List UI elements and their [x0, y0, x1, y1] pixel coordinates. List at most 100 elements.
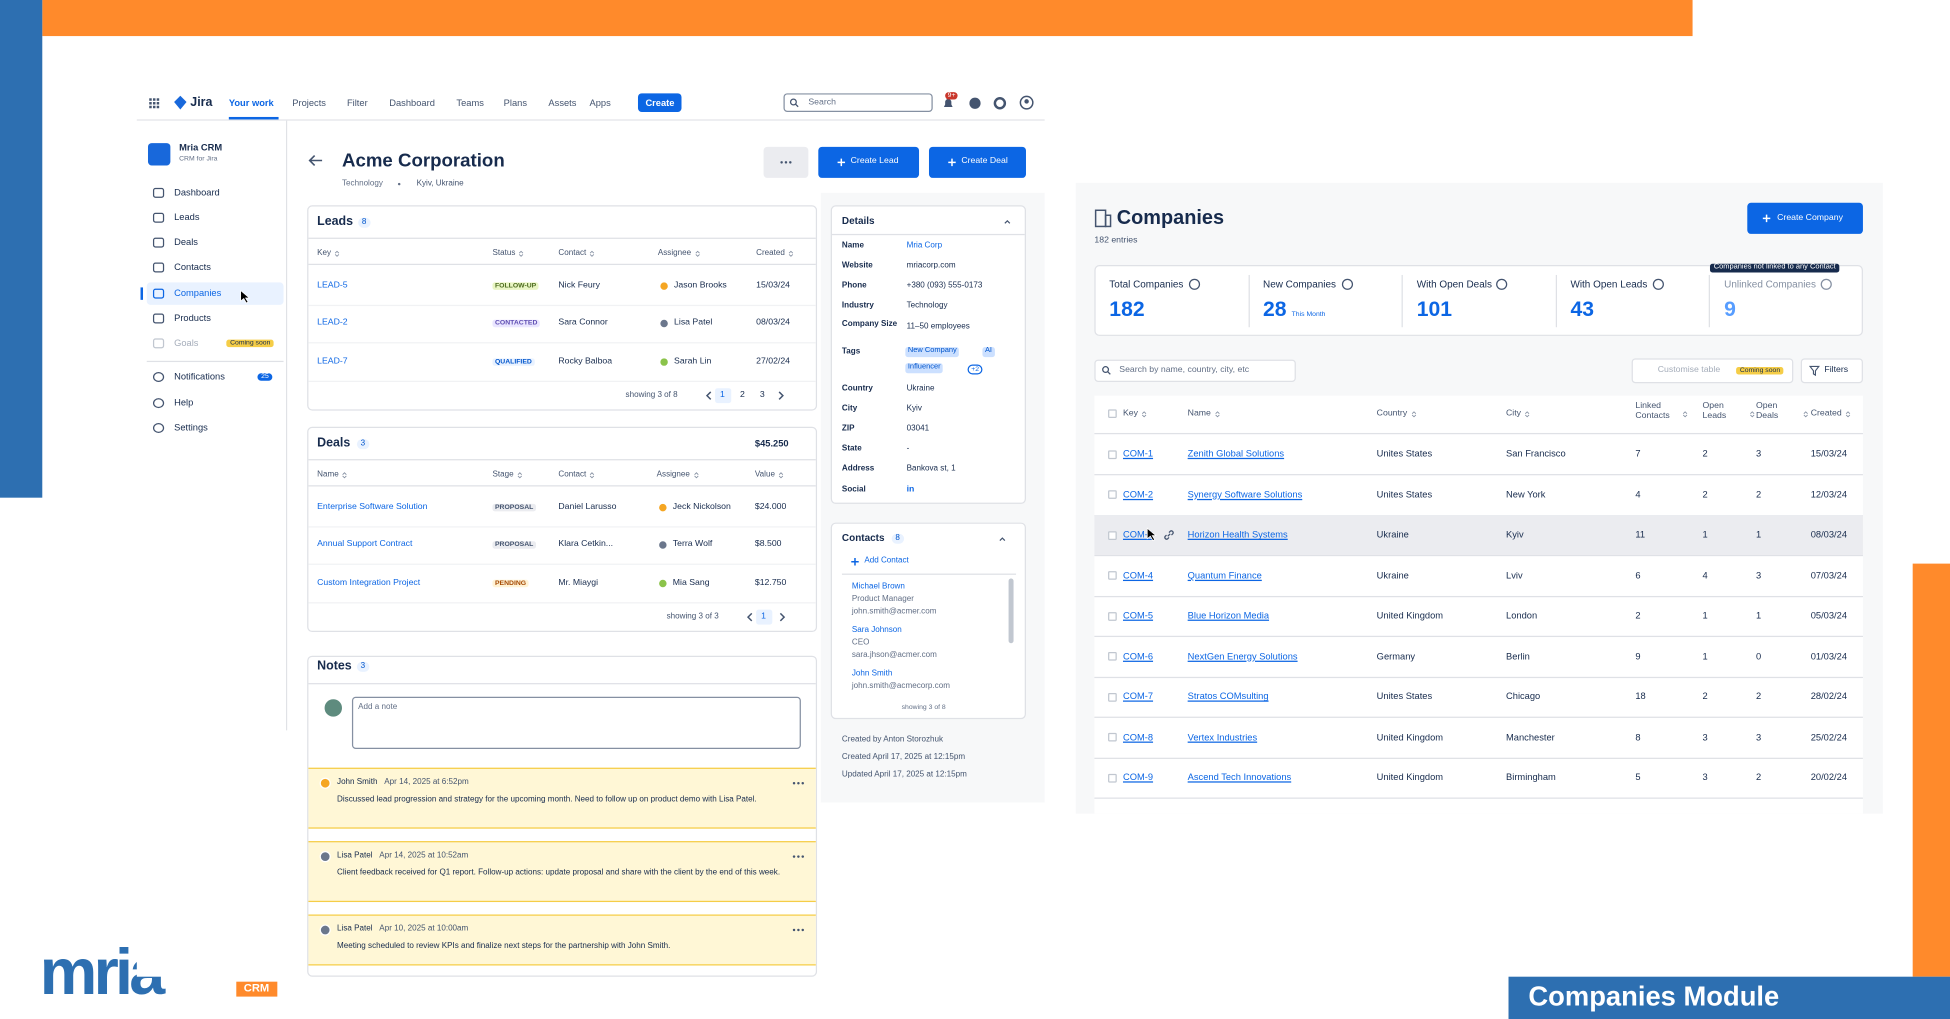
- divider: [308, 380, 816, 382]
- column-header: Country: [1376, 408, 1408, 418]
- card-title: Leads: [317, 214, 354, 229]
- notification-badge: 9+: [945, 91, 958, 101]
- page-number[interactable]: 3: [759, 390, 765, 399]
- page-number[interactable]: 1: [720, 390, 725, 399]
- nav-active-bg: [146, 282, 284, 305]
- search-input[interactable]: [1094, 359, 1296, 382]
- row-link[interactable]: COM-1: [1122, 448, 1154, 460]
- nav-item[interactable]: Teams: [456, 97, 484, 109]
- divider: [308, 563, 816, 565]
- cell: Chicago: [1506, 690, 1541, 703]
- row-link[interactable]: Vertex Industries: [1187, 731, 1258, 743]
- nav-item[interactable]: Plans: [503, 97, 528, 109]
- nav-item[interactable]: Projects: [292, 97, 326, 109]
- product-name: Jira: [190, 95, 213, 110]
- sort-icon: [1141, 411, 1147, 418]
- meta-text: Created by Anton Storozhuk: [841, 735, 944, 744]
- sidebar-item[interactable]: Contacts: [174, 261, 211, 273]
- row-link[interactable]: Stratos COMsulting: [1187, 690, 1269, 703]
- create-button[interactable]: [637, 93, 682, 112]
- field-value[interactable]: Mria Corp: [906, 241, 943, 251]
- sidebar-item[interactable]: Notifications: [174, 371, 225, 383]
- cell: 3: [1702, 771, 1708, 783]
- plus-icon: [1762, 214, 1771, 223]
- row-link[interactable]: Blue Horizon Media: [1187, 610, 1270, 622]
- row-link[interactable]: Zenith Global Solutions: [1187, 448, 1285, 460]
- field-label: Social: [841, 485, 866, 494]
- nav-item[interactable]: Filter: [346, 97, 368, 109]
- row-link[interactable]: Custom Integration Project: [317, 578, 421, 587]
- row-link[interactable]: COM-4: [1122, 569, 1154, 581]
- sort-icon: [1845, 411, 1851, 418]
- row-link[interactable]: LEAD-7: [317, 356, 348, 366]
- contact-name[interactable]: John Smith: [851, 669, 893, 679]
- nav-item[interactable]: Dashboard: [389, 97, 435, 109]
- sidebar-item[interactable]: Help: [174, 397, 194, 409]
- nav-item[interactable]: Apps: [589, 97, 611, 109]
- contact-name[interactable]: Michael Brown: [851, 582, 905, 591]
- status-pill: FOLLOW-UP: [492, 281, 539, 291]
- row-link[interactable]: Horizon Health Systems: [1187, 529, 1288, 541]
- info-icon: [1652, 278, 1664, 290]
- row-link[interactable]: Enterprise Software Solution: [317, 502, 428, 511]
- collapse-chevron: [999, 537, 1006, 542]
- primary-button[interactable]: [818, 146, 920, 178]
- divider: [308, 485, 816, 487]
- sidebar-item[interactable]: Dashboard: [174, 187, 220, 199]
- cell: 3: [1755, 448, 1762, 460]
- filters-label: Filters: [1824, 365, 1849, 375]
- contact-email: john.smith@acmer.com: [851, 607, 937, 616]
- stat-label: New Companies: [1263, 278, 1337, 290]
- column-header: Name: [1187, 408, 1211, 418]
- row-link[interactable]: LEAD-5: [317, 280, 348, 290]
- note-input[interactable]: [351, 696, 801, 750]
- row-link[interactable]: COM-9: [1122, 771, 1154, 783]
- card-title: Details: [841, 215, 875, 227]
- filters-button[interactable]: [1800, 358, 1863, 384]
- row-link[interactable]: Ascend Tech Innovations: [1187, 771, 1292, 783]
- page-number[interactable]: 2: [739, 390, 745, 399]
- sidebar-item[interactable]: Settings: [174, 422, 208, 434]
- page-active: [756, 609, 773, 625]
- page-number[interactable]: 1: [761, 611, 766, 621]
- contact-name[interactable]: Sara Johnson: [851, 625, 902, 635]
- company-name: Acme Corporation: [341, 150, 505, 172]
- row-link[interactable]: NextGen Energy Solutions: [1187, 650, 1298, 662]
- row-link[interactable]: Synergy Software Solutions: [1187, 488, 1303, 500]
- row-link[interactable]: COM-2: [1122, 488, 1154, 500]
- count-badge: 8: [358, 217, 371, 228]
- nav-icon: [152, 423, 165, 433]
- primary-button[interactable]: [928, 146, 1026, 178]
- row-link[interactable]: COM-3: [1122, 529, 1154, 541]
- logo-tag: CRM: [236, 982, 277, 997]
- row-link[interactable]: COM-5: [1122, 610, 1154, 622]
- row-link[interactable]: COM-6: [1122, 650, 1154, 662]
- sidebar-item[interactable]: Products: [174, 312, 211, 324]
- note-text: Discussed lead progression and strategy …: [337, 795, 757, 804]
- row-link[interactable]: COM-7: [1122, 690, 1154, 703]
- nav-item[interactable]: Assets: [548, 97, 577, 109]
- row-link[interactable]: LEAD-2: [317, 318, 348, 327]
- row-link[interactable]: Quantum Finance: [1187, 569, 1262, 581]
- nav-item[interactable]: Your work: [228, 97, 274, 109]
- divider: [1094, 635, 1863, 638]
- row-link[interactable]: COM-8: [1122, 731, 1154, 743]
- cell: 08/03/24: [1810, 529, 1848, 541]
- avatar: [657, 578, 668, 589]
- checkbox: [1108, 732, 1117, 742]
- count-badge: 3: [356, 439, 369, 450]
- contact-name: Klara Cetkin...: [558, 539, 614, 549]
- sidebar-item[interactable]: Companies: [174, 287, 222, 299]
- field-value: -: [906, 444, 910, 453]
- nav-active: [228, 116, 279, 120]
- nav-icon: [152, 288, 165, 299]
- social-link[interactable]: in: [906, 484, 915, 494]
- plus-icon: [837, 158, 846, 167]
- row-link[interactable]: Annual Support Contract: [317, 539, 413, 549]
- cell: 1: [1755, 529, 1762, 541]
- sidebar-item[interactable]: Deals: [174, 236, 198, 248]
- add-contact[interactable]: Add Contact: [864, 556, 909, 565]
- search-box[interactable]: [783, 93, 933, 112]
- sidebar-item[interactable]: Leads: [174, 211, 200, 224]
- cell: 1: [1702, 529, 1708, 541]
